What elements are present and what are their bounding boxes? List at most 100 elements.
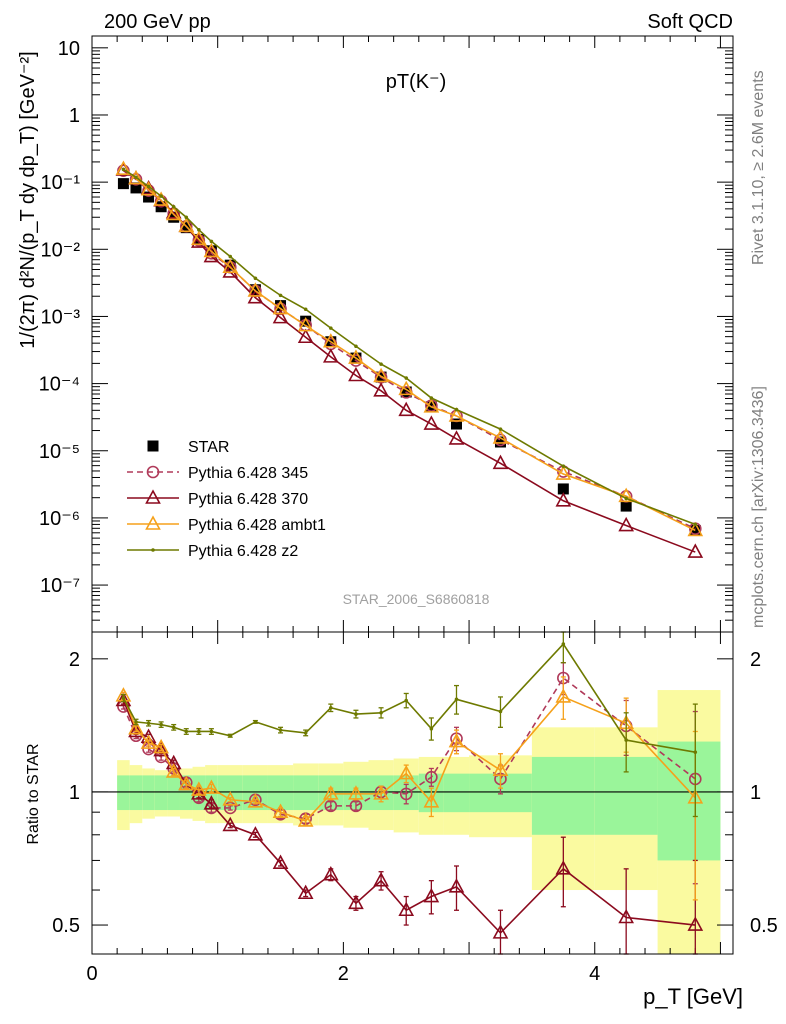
data-point [117,178,129,190]
ratio-point [228,733,233,738]
data-point [159,194,163,198]
ratio-point [134,720,138,724]
data-point [618,516,635,532]
y-tick-label: 10⁻¹ [41,172,81,194]
ratio-point [454,697,459,702]
y-tick-label: 10⁻³ [41,306,81,328]
main-axis-ticks [91,36,733,633]
data-point [561,464,566,468]
uncertainty-band-inner [154,775,168,811]
ratio-point [203,795,220,810]
legend-label: STAR [188,439,229,456]
x-axis-label: p_T [GeV] [643,984,743,1009]
ratio-point [624,738,628,742]
uncertainty-band-inner [167,775,180,811]
data-point [423,398,440,413]
data-point [134,175,138,180]
uncertainty-band-inner [142,775,155,811]
uncertainty-band-inner [443,773,470,813]
ratio-point [555,860,572,875]
series-line [122,168,696,532]
y-tick-label: 10 [58,38,80,60]
ratio-point [498,709,503,714]
legend-marker [147,440,159,452]
data-point [121,167,126,172]
data-point [209,239,214,244]
ratio-point [373,785,389,800]
uncertainty-band-inner [129,775,143,811]
x-tick-label: 2 [338,963,349,985]
data-point [190,230,207,246]
data-point [297,328,314,344]
ratio-point [423,793,440,808]
watermark-label: STAR_2006_S6860818 [343,591,490,607]
ratio-y-tick-label: 1 [69,782,80,804]
data-point [115,160,132,175]
data-point [180,222,192,234]
ratio-series-pythia-6-428-z2 [120,631,698,818]
legend-marker [151,548,155,552]
ratio-point [209,729,214,734]
chart-legend: STAR Pythia 6.428 345 Pythia 6.428 370 Pyth… [127,439,326,560]
data-point [693,522,698,527]
ratio-panel: Ratio to STAR p_T [GeV] 0.5 0.5 1 1 2 2 0 2 4 [25,631,778,1009]
ratio-tick-labels: 0.5 0.5 1 1 2 2 0 2 4 [52,649,778,985]
y-tick-label: 10⁻⁷ [40,575,80,597]
ratio-point [373,871,389,887]
data-point [687,521,704,537]
ratio-point [146,721,151,726]
ratio-point [329,705,333,710]
ratio-point [197,729,201,734]
data-point [448,430,465,445]
data-point [146,184,151,189]
ratio-point [322,865,339,881]
series-star [117,178,701,536]
data-point [348,366,364,382]
ratio-point [253,720,258,724]
ratio-y-axis-label: Ratio to STAR [25,743,42,844]
data-point [379,362,383,366]
data-point [494,436,506,448]
data-point [618,487,635,503]
ratio-point [448,732,465,748]
ratio-point [423,887,440,903]
ratio-point [448,878,465,893]
uncertainty-band-inner [293,775,319,811]
data-point [222,258,239,274]
data-point [624,496,628,501]
data-point [322,348,339,363]
ratio-point [618,908,635,924]
legend-marker [145,515,161,530]
ratio-point [223,801,237,815]
data-point [429,396,434,400]
ratio-point [354,712,358,716]
ratio-point [171,725,176,730]
ratio-point [561,642,566,646]
legend-label: Pythia 6.428 370 [188,491,308,508]
legend-entry: Pythia 6.428 ambt1 [127,515,326,534]
legend-marker [146,465,160,479]
legend-entry: Pythia 6.428 370 [127,489,308,508]
data-point [492,454,509,470]
ratio-point [555,688,572,703]
data-point [178,217,195,233]
ratio-point [203,779,220,794]
header-right-label: Soft QCD [647,11,733,33]
data-point [253,276,258,281]
series-pythia-6-428-ambt1 [115,160,704,537]
ratio-point [178,775,195,791]
data-point [373,382,389,397]
ratio-point [159,722,163,727]
data-point [620,500,632,512]
uncertainty-band-inner [117,775,130,811]
y-tick-label: 10⁻⁶ [39,508,80,530]
data-point [203,247,220,263]
data-point [373,367,389,383]
data-point [130,182,142,194]
ratio-point [153,741,169,757]
data-point [354,344,358,349]
series-line [122,168,696,526]
ratio-point [379,711,383,715]
data-point [197,228,201,232]
